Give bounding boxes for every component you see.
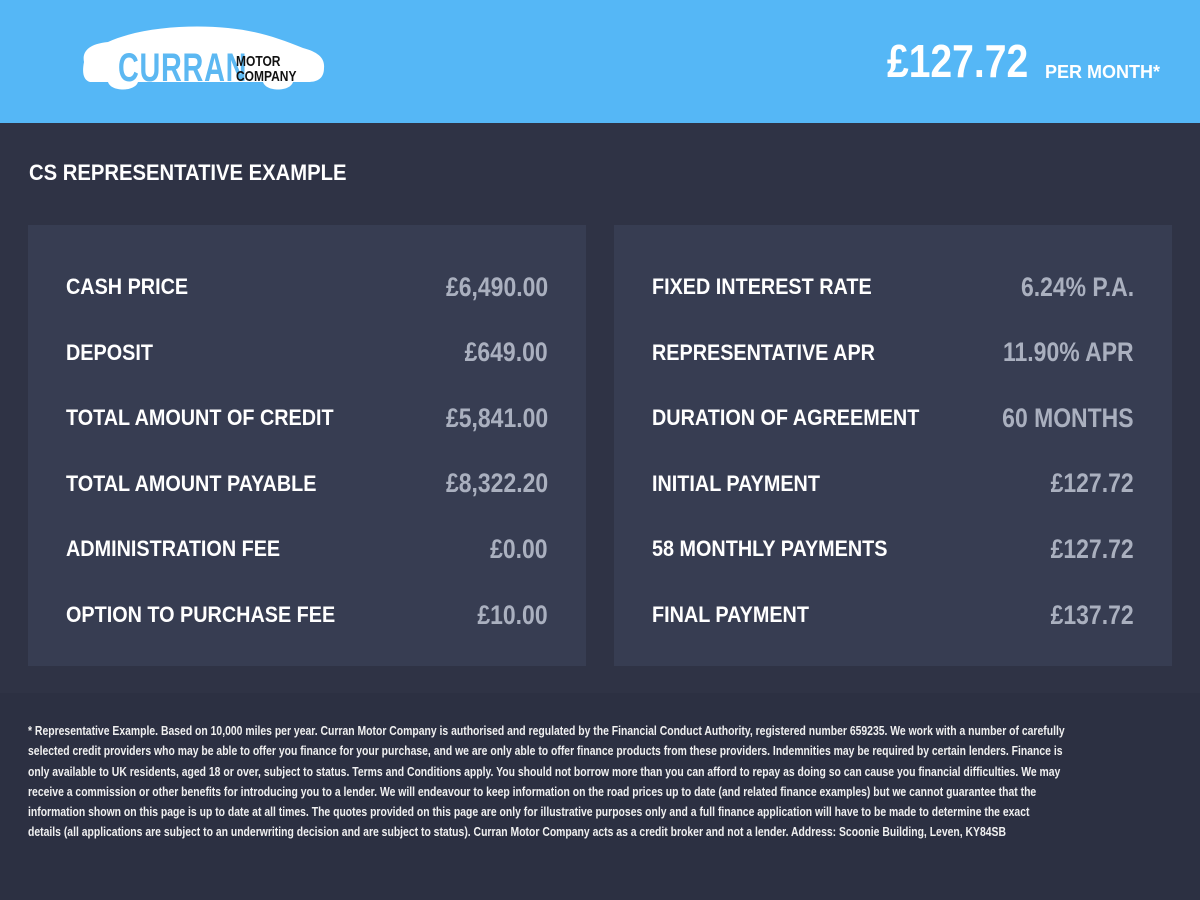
row-label: FINAL PAYMENT [652, 602, 809, 627]
logo-sub-text: MOTOR COMPANY [236, 54, 296, 84]
row-value: £8,322.20 [445, 468, 548, 499]
finance-row: CASH PRICE £6,490.00 [66, 267, 548, 307]
row-value: £6,490.00 [445, 271, 548, 302]
footnote-line: * Representative Example. Based on 10,00… [28, 723, 1065, 738]
finance-row: INITIAL PAYMENT £127.72 [652, 464, 1134, 504]
finance-row: TOTAL AMOUNT OF CREDIT £5,841.00 [66, 398, 548, 438]
row-label: CASH PRICE [66, 274, 189, 299]
row-value: £137.72 [1051, 599, 1134, 630]
row-label: DURATION OF AGREEMENT [652, 405, 920, 431]
finance-row: REPRESENTATIVE APR 11.90% APR [652, 333, 1134, 373]
row-value: 60 MONTHS [1002, 402, 1134, 433]
row-label: 58 MONTHLY PAYMENTS [652, 536, 888, 562]
logo-sub2: COMPANY [236, 67, 297, 85]
finance-row: OPTION TO PURCHASE FEE £10.00 [66, 595, 548, 635]
row-label: DEPOSIT [66, 339, 153, 365]
header: CURRAN MOTOR COMPANY £127.72 PER MONTH* [0, 0, 1200, 123]
car-logo-icon [83, 26, 325, 90]
page-title: CS REPRESENTATIVE EXAMPLE [29, 160, 347, 185]
footnote-line: details (all applications are subject to… [28, 824, 1007, 840]
footnote: * Representative Example. Based on 10,00… [28, 721, 1200, 843]
row-value: £127.72 [1051, 468, 1134, 499]
finance-row: TOTAL AMOUNT PAYABLE £8,322.20 [66, 464, 548, 504]
row-value: 6.24% P.A. [1020, 271, 1134, 302]
logo: CURRAN MOTOR COMPANY [118, 46, 312, 91]
footnote-line: information shown on this page is up to … [28, 804, 1030, 820]
footnote-line: selected credit providers who may be abl… [28, 743, 1063, 759]
row-label: ADMINISTRATION FEE [66, 536, 281, 562]
row-value: £127.72 [1051, 533, 1134, 564]
finance-panel-right: FIXED INTEREST RATE 6.24% P.A. REPRESENTAT… [614, 225, 1172, 666]
footer: * Representative Example. Based on 10,00… [0, 693, 1200, 900]
logo-sub1: MOTOR [236, 52, 281, 70]
row-value: 11.90% APR [1003, 337, 1134, 368]
finance-row: FIXED INTEREST RATE 6.24% P.A. [652, 267, 1134, 307]
row-label: TOTAL AMOUNT PAYABLE [66, 470, 317, 496]
row-value: £649.00 [465, 337, 548, 368]
monthly-price: £127.72 [886, 35, 1028, 87]
row-label: TOTAL AMOUNT OF CREDIT [66, 405, 334, 431]
row-label: REPRESENTATIVE APR [652, 339, 875, 365]
row-value: £10.00 [477, 599, 548, 630]
finance-row: FINAL PAYMENT £137.72 [652, 595, 1134, 635]
finance-row: ADMINISTRATION FEE £0.00 [66, 529, 548, 569]
row-label: FIXED INTEREST RATE [652, 274, 872, 299]
finance-row: 58 MONTHLY PAYMENTS £127.72 [652, 529, 1134, 569]
finance-row: DEPOSIT £649.00 [66, 333, 548, 373]
footnote-line: receive a commission or other benefits f… [28, 783, 1037, 799]
finance-panel-left: CASH PRICE £6,490.00 DEPOSIT £649.00 TOTAL A… [28, 225, 586, 666]
row-label: INITIAL PAYMENT [652, 470, 820, 496]
per-month-label: PER MONTH* [1044, 62, 1160, 82]
finance-row: DURATION OF AGREEMENT 60 MONTHS [652, 398, 1134, 438]
logo-main-text: CURRAN [118, 46, 248, 90]
footnote-line: only available to UK residents, aged 18 … [28, 763, 1061, 779]
row-value: £0.00 [490, 533, 548, 564]
row-value: £5,841.00 [445, 402, 548, 433]
row-label: OPTION TO PURCHASE FEE [66, 602, 336, 627]
